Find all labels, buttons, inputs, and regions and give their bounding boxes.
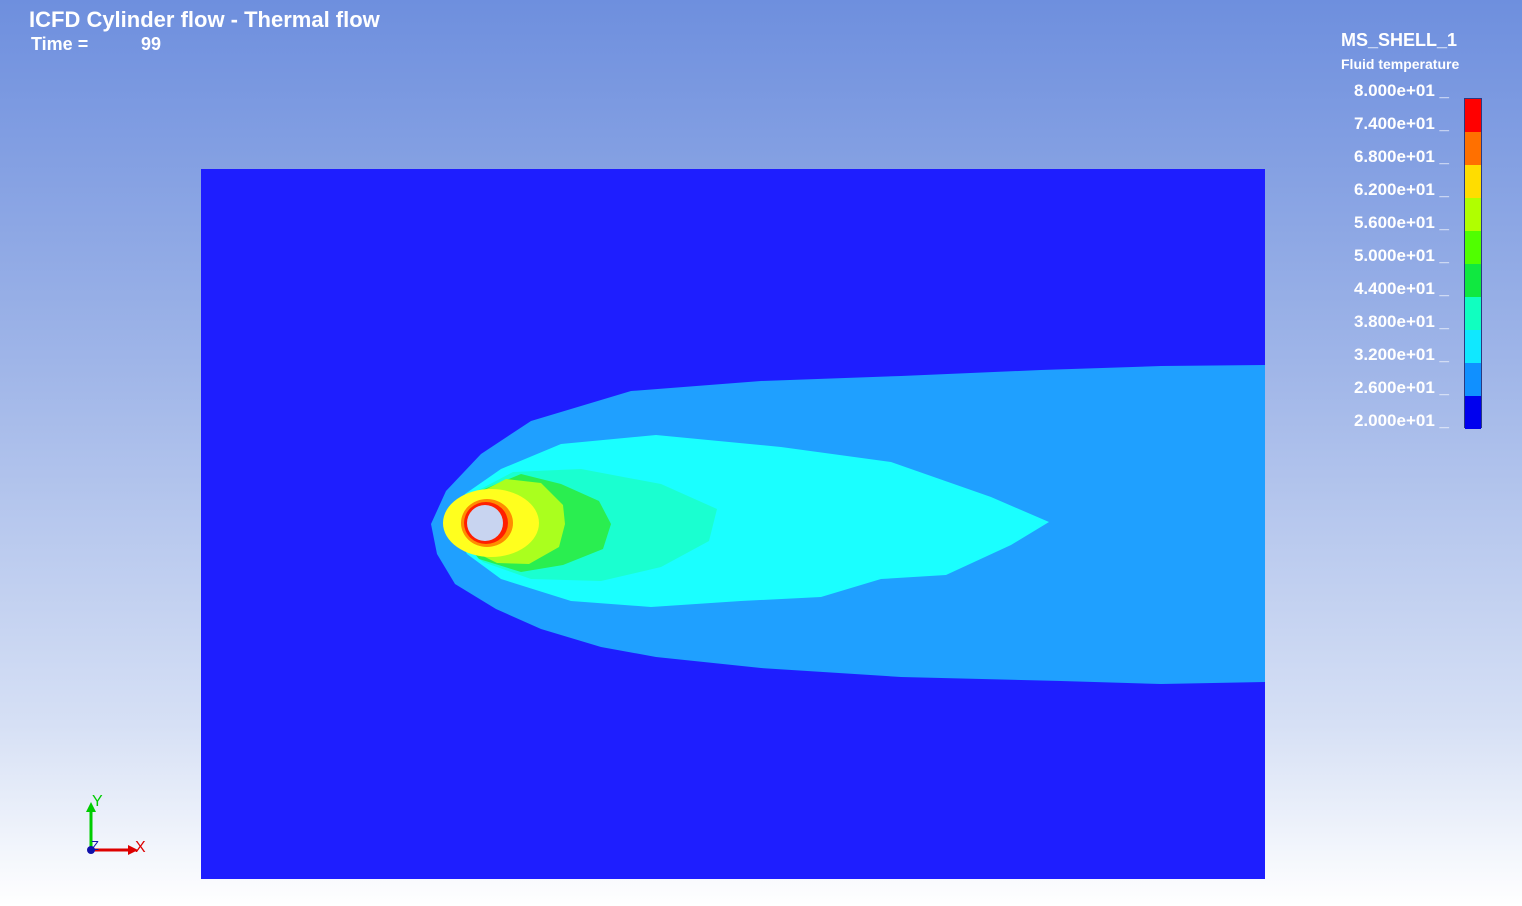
z-axis-origin (87, 846, 95, 854)
legend-label: 3.800e+01 (1354, 312, 1449, 345)
time-value: 99 (141, 34, 162, 54)
axis-triad-icon: Y X Z (86, 793, 146, 856)
legend-label: 2.000e+01 (1354, 411, 1449, 444)
color-scale-segment (1465, 132, 1481, 165)
legend-label: 6.800e+01 (1354, 147, 1449, 180)
time-label: Time = (31, 34, 89, 54)
page-title: ICFD Cylinder flow - Thermal flow (29, 7, 380, 32)
legend-label: 2.600e+01 (1354, 378, 1449, 411)
temperature-contour-plot[interactable] (201, 169, 1265, 879)
legend-label: 8.000e+01 (1354, 81, 1449, 114)
legend-label: 5.000e+01 (1354, 246, 1449, 279)
y-axis-arrowhead (86, 802, 96, 812)
x-axis-arrowhead (128, 845, 138, 855)
z-axis-label: Z (91, 838, 99, 853)
color-scale-segment (1465, 165, 1481, 198)
color-scale-segment (1465, 231, 1481, 264)
legend-label: 4.400e+01 (1354, 279, 1449, 312)
color-scale-segment (1465, 363, 1481, 396)
color-scale-segment (1465, 198, 1481, 231)
color-scale-segment (1465, 99, 1481, 132)
color-scale-segment (1465, 297, 1481, 330)
legend-label: 5.600e+01 (1354, 213, 1449, 246)
legend-part-name: MS_SHELL_1 (1341, 30, 1458, 50)
legend-quantity: Fluid temperature (1341, 56, 1460, 72)
x-axis-label: X (135, 839, 146, 856)
time-readout: Time = 99 (31, 34, 161, 55)
color-scale-segment (1465, 330, 1481, 363)
legend-labels: 8.000e+01 7.400e+01 6.800e+01 6.200e+01 … (1354, 81, 1449, 444)
y-axis-label: Y (92, 793, 103, 810)
color-scale-segment (1465, 396, 1481, 429)
cylinder-hole (467, 505, 503, 541)
legend-label: 6.200e+01 (1354, 180, 1449, 213)
color-scale-segment (1465, 264, 1481, 297)
legend-label: 7.400e+01 (1354, 114, 1449, 147)
legend-label: 3.200e+01 (1354, 345, 1449, 378)
color-scale-bar (1464, 98, 1482, 429)
